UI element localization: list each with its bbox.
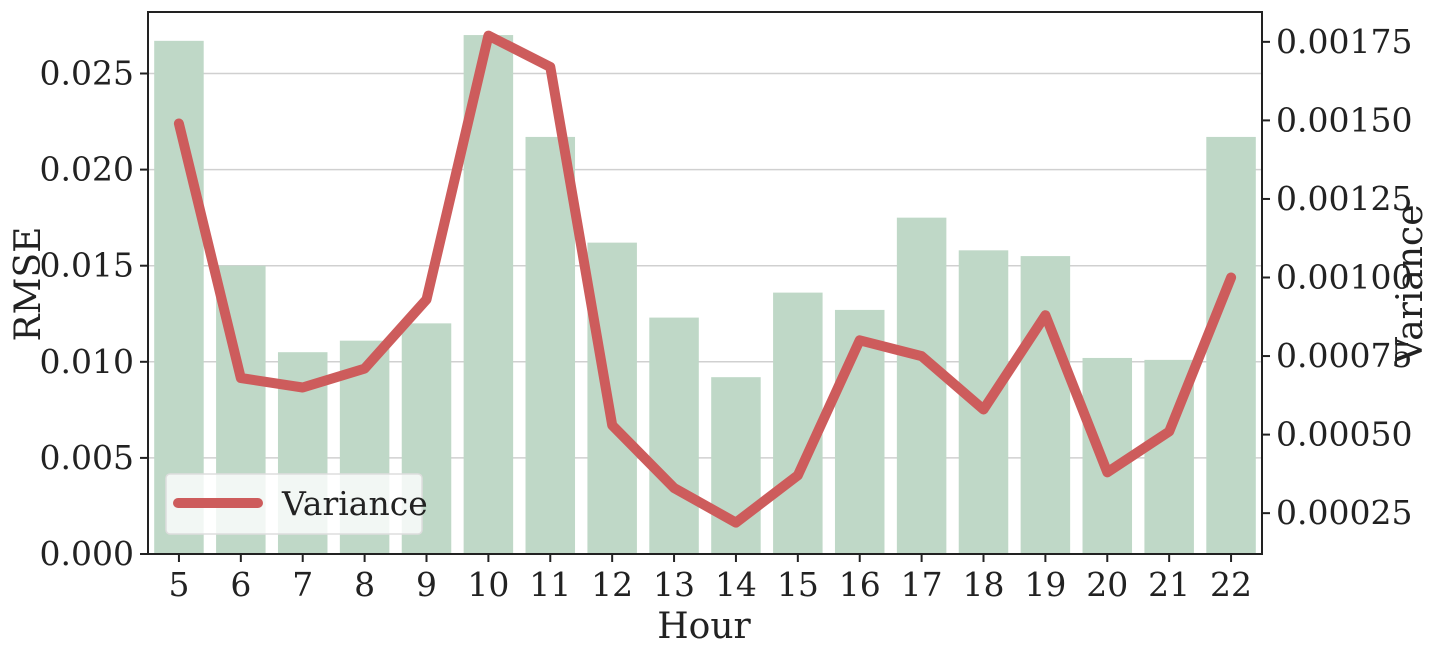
x-tick-label: 7 <box>292 565 313 604</box>
legend: Variance <box>165 473 428 535</box>
y2-axis-title: Variance <box>1390 205 1431 365</box>
x-tick-label: 19 <box>1024 565 1066 604</box>
x-tick-label: 6 <box>230 565 251 604</box>
bar <box>896 217 947 555</box>
legend-variance-label: Variance <box>281 484 428 523</box>
x-tick-label: 20 <box>1086 565 1128 604</box>
x-tick-label: 14 <box>715 565 757 604</box>
x-tick-label: 16 <box>839 565 881 604</box>
y-tick-label: 0.010 <box>40 342 134 381</box>
y-axis-title: RMSE <box>8 227 49 342</box>
x-tick-label: 15 <box>777 565 819 604</box>
x-tick-label: 9 <box>416 565 437 604</box>
y2-tick-label: 0.00175 <box>1276 22 1412 61</box>
y2-tick-label: 0.00125 <box>1276 179 1412 218</box>
y-tick-label: 0.000 <box>40 534 134 573</box>
line-layer <box>173 30 1237 528</box>
axes-layer <box>147 11 1263 555</box>
bar <box>525 136 576 554</box>
x-axis-title: Hour <box>657 606 751 647</box>
y2-tick-label: 0.00100 <box>1276 258 1412 297</box>
x-tick-label: 22 <box>1210 565 1252 604</box>
y-tick-label: 0.020 <box>40 150 134 189</box>
x-tick-label: 13 <box>653 565 695 604</box>
x-tick-label: 10 <box>467 565 509 604</box>
x-tick-label: 8 <box>354 565 375 604</box>
plot-frame <box>147 11 1263 555</box>
y2-tick-label: 0.00025 <box>1276 493 1412 532</box>
y-tick-label: 0.025 <box>40 54 134 93</box>
y2-tick-label: 0.00150 <box>1276 100 1412 139</box>
x-tick-label: 21 <box>1148 565 1190 604</box>
bar <box>1020 256 1071 554</box>
y2-tick-label: 0.00075 <box>1276 336 1412 375</box>
bar <box>773 292 823 554</box>
x-tick-label: 11 <box>529 565 571 604</box>
y2-tick-label: 0.00050 <box>1276 415 1412 454</box>
variance-line <box>173 30 1237 528</box>
y-tick-label: 0.005 <box>40 438 134 477</box>
x-tick-label: 17 <box>901 565 943 604</box>
ticks-layer: 0.000 0.005 0.010 0.015 0.020 0.025 0.00025 0.0… <box>40 22 1413 604</box>
x-tick-label: 12 <box>591 565 633 604</box>
y-tick-label: 0.015 <box>40 246 134 285</box>
x-tick-label: 18 <box>963 565 1005 604</box>
x-tick-label: 5 <box>168 565 189 604</box>
bar <box>649 317 699 554</box>
bar <box>1206 136 1256 554</box>
legend-box <box>165 473 423 535</box>
